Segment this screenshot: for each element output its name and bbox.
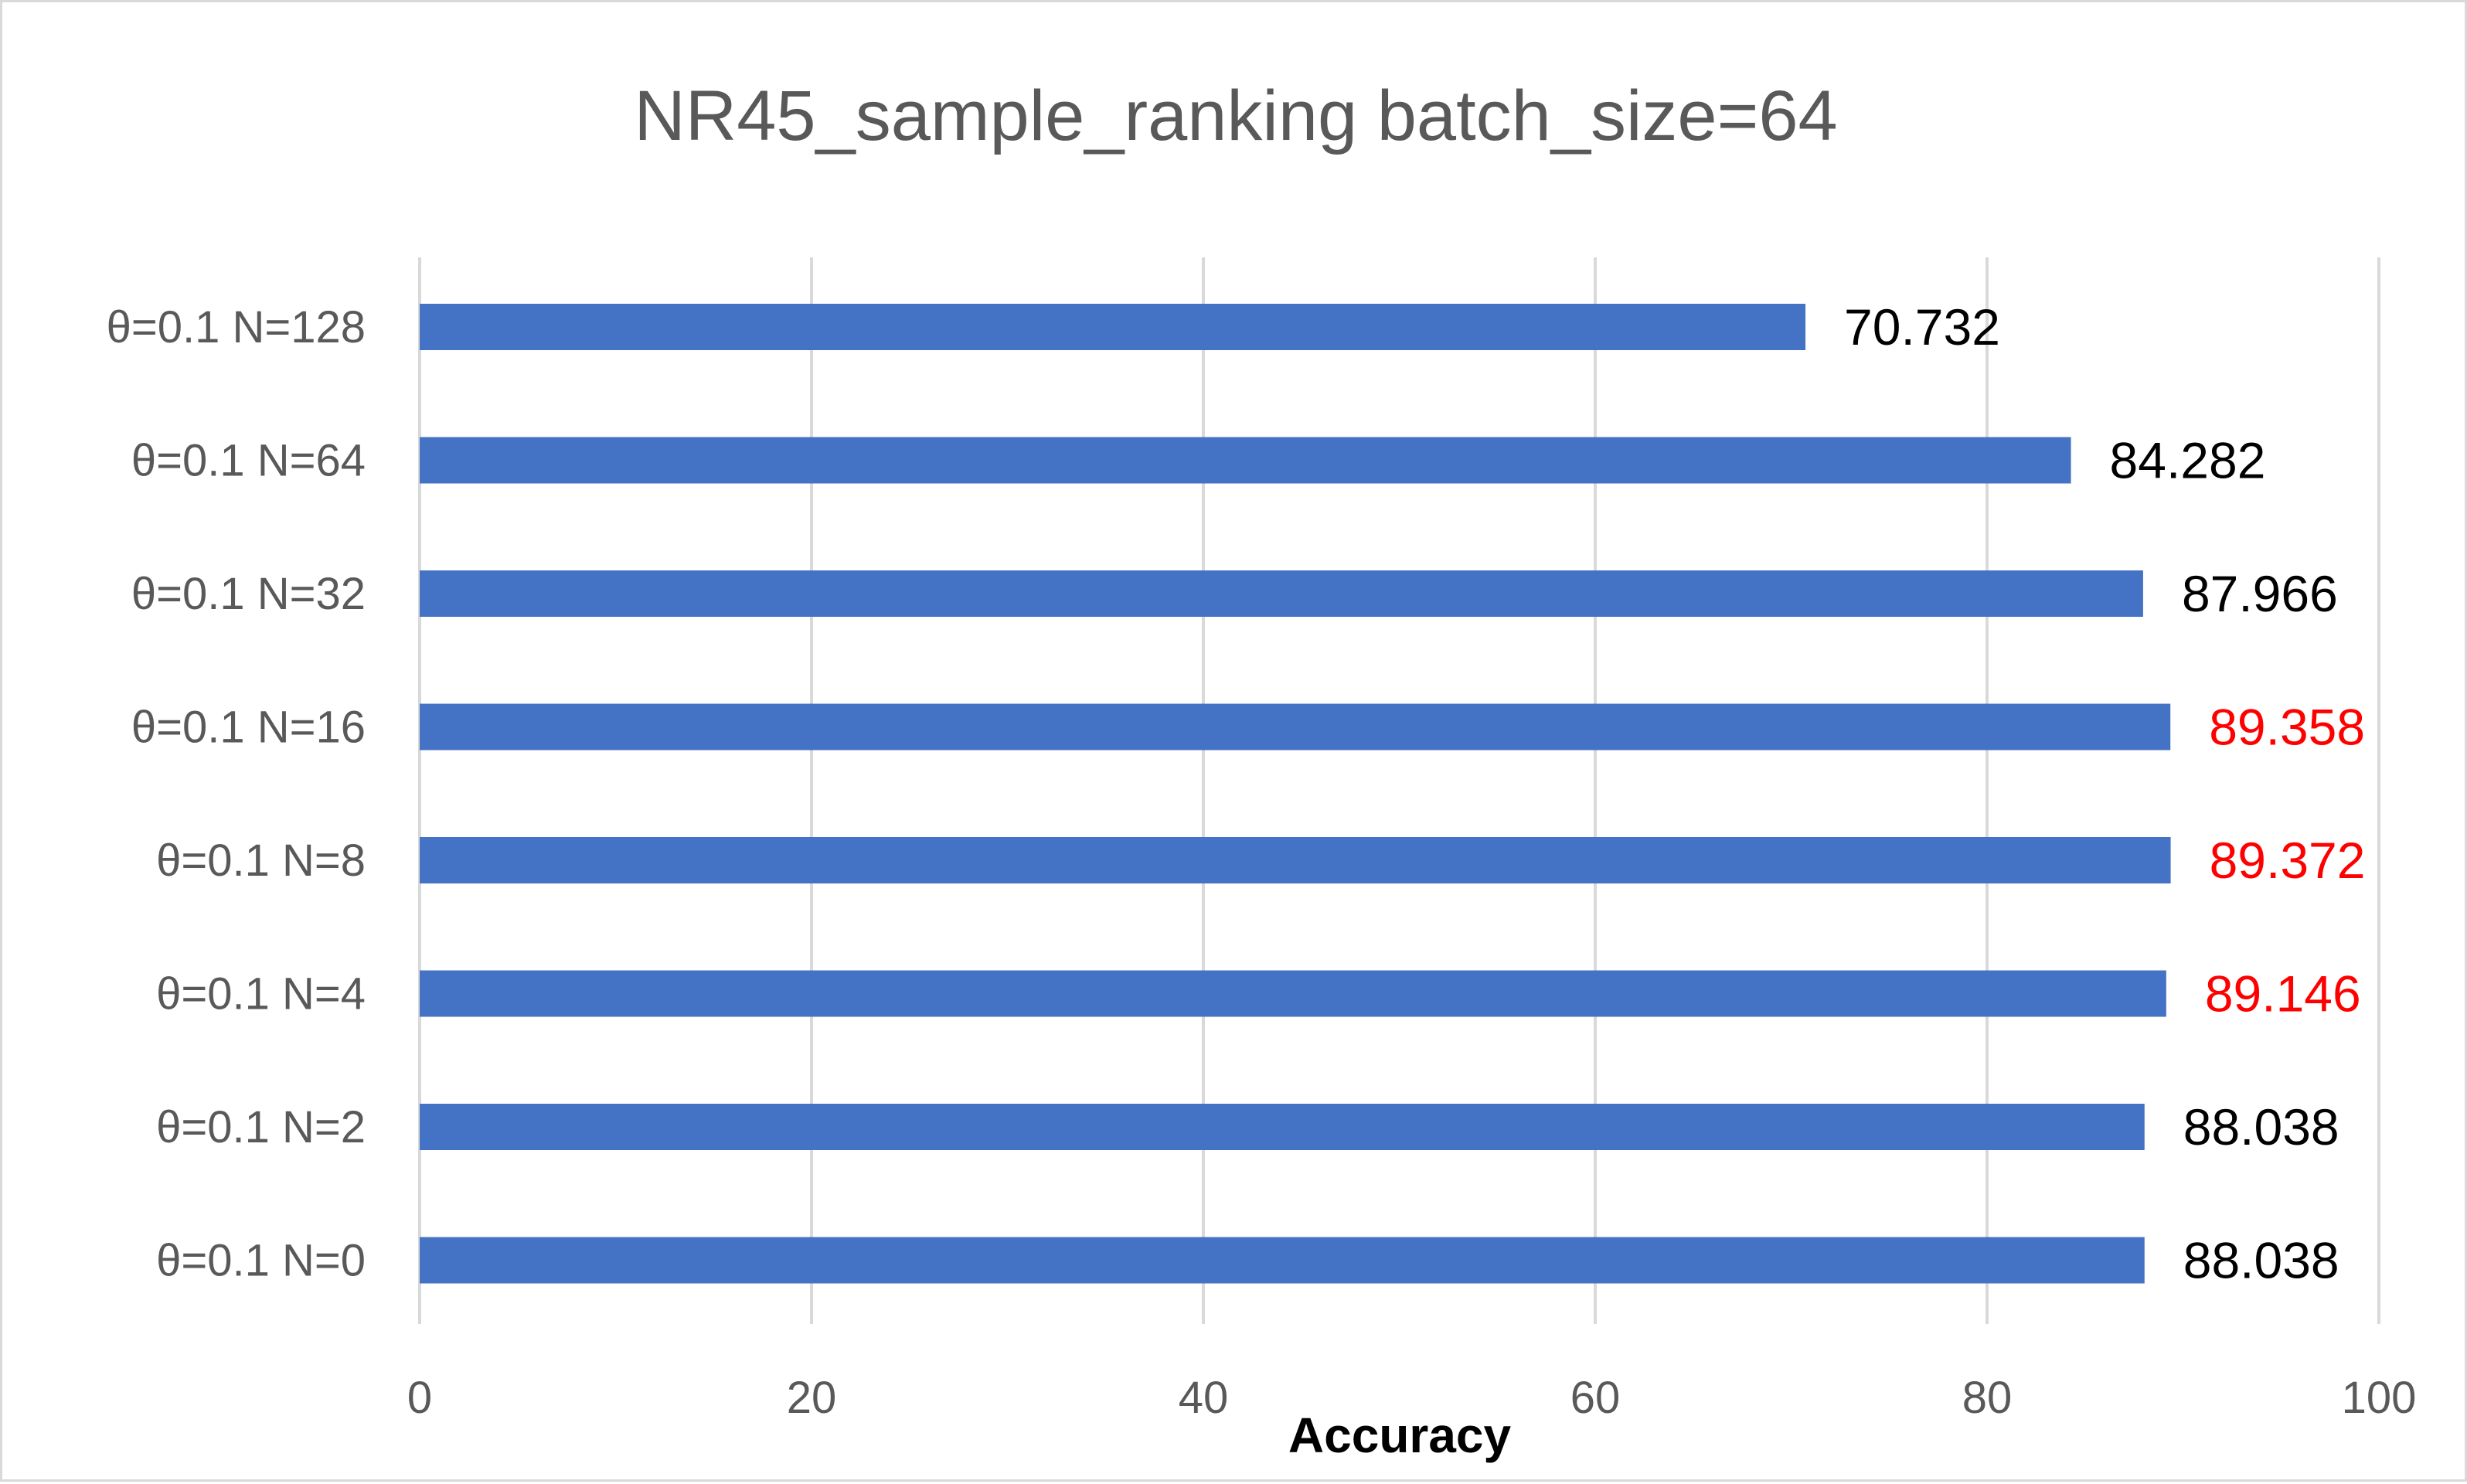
bar	[420, 437, 2071, 484]
data-label: 70.732	[1844, 298, 2000, 356]
category-label: θ=0.1 N=16	[131, 703, 366, 753]
data-labels: 70.732 84.282 87.966 89.358 89.372 89.146 88.0…	[1844, 298, 2365, 1289]
x-tick-label: 40	[1179, 1373, 1229, 1423]
x-axis-title: Accuracy	[1288, 1407, 1512, 1463]
data-label: 88.038	[2183, 1232, 2339, 1289]
bar	[420, 570, 2143, 617]
data-label: 84.282	[2110, 432, 2266, 489]
bar	[420, 837, 2171, 883]
bars	[420, 304, 2171, 1284]
x-tick-label: 60	[1570, 1373, 1621, 1423]
gridlines	[418, 257, 2380, 1324]
category-label: θ=0.1 N=32	[131, 569, 366, 619]
bar	[420, 1237, 2145, 1284]
category-label: θ=0.1 N=0	[156, 1236, 366, 1286]
x-tick-label: 0	[407, 1373, 432, 1423]
data-label: 89.146	[2205, 965, 2361, 1023]
category-label: θ=0.1 N=4	[156, 969, 366, 1019]
bar	[420, 1104, 2145, 1150]
data-label: 89.358	[2209, 699, 2365, 756]
category-labels: θ=0.1 N=128 θ=0.1 N=64 θ=0.1 N=32 θ=0.1 N=1…	[107, 302, 366, 1286]
data-label: 89.372	[2210, 832, 2366, 889]
bar	[420, 703, 2171, 751]
category-label: θ=0.1 N=128	[107, 302, 366, 352]
x-axis-ticks: 0 20 40 60 80 100	[407, 1373, 2417, 1423]
x-tick-label: 80	[1962, 1373, 2013, 1423]
x-tick-label: 20	[787, 1373, 837, 1423]
data-label: 87.966	[2182, 565, 2338, 622]
category-label: θ=0.1 N=64	[131, 436, 366, 486]
bar	[420, 304, 1806, 350]
bar	[420, 970, 2166, 1017]
category-label: θ=0.1 N=8	[156, 836, 366, 886]
x-tick-label: 100	[2342, 1373, 2417, 1423]
data-label: 88.038	[2183, 1098, 2339, 1156]
chart-title: NR45_sample_ranking batch_size=64	[634, 77, 1837, 155]
category-label: θ=0.1 N=2	[156, 1102, 366, 1152]
